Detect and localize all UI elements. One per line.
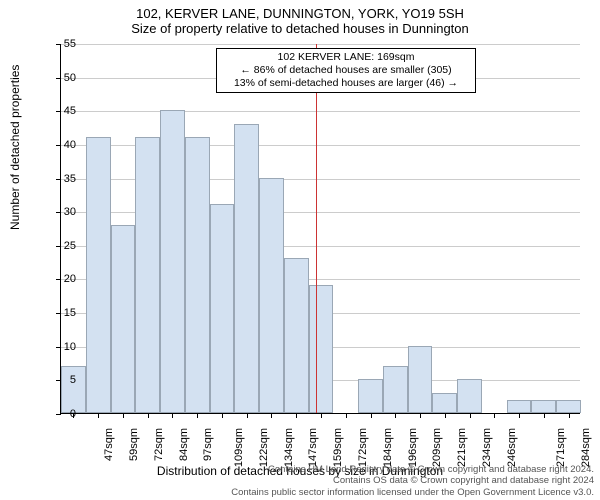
xtick-mark [98,413,99,418]
histogram-bar [61,366,86,413]
ytick-label: 55 [46,38,76,50]
xtick-mark [371,413,372,418]
xtick-mark [123,413,124,418]
histogram-bar [507,400,532,413]
annotation-line-3: 13% of semi-detached houses are larger (… [221,77,471,90]
xtick-mark [544,413,545,418]
histogram-bar [432,393,457,413]
xtick-label: 147sqm [308,428,320,467]
ytick-label: 50 [46,72,76,84]
xtick-label: 172sqm [357,428,369,467]
xtick-label: 97sqm [202,428,214,461]
xtick-mark [296,413,297,418]
histogram-bar [111,225,136,413]
reference-line [316,44,317,413]
xtick-label: 246sqm [506,428,518,467]
xtick-label: 196sqm [407,428,419,467]
xtick-label: 271sqm [555,428,567,467]
ytick-label: 25 [46,240,76,252]
ytick-label: 45 [46,105,76,117]
gridline-h [61,111,580,112]
xtick-label: 134sqm [283,428,295,467]
histogram-bar [531,400,556,413]
xtick-label: 284sqm [580,428,592,467]
xtick-label: 59sqm [128,428,140,461]
ytick-label: 20 [46,273,76,285]
xtick-mark [346,413,347,418]
xtick-mark [395,413,396,418]
histogram-bar [309,285,334,413]
xtick-label: 47sqm [103,428,115,461]
ytick-label: 40 [46,139,76,151]
xtick-label: 221sqm [456,428,468,467]
xtick-mark [445,413,446,418]
ytick-label: 15 [46,307,76,319]
xtick-label: 84sqm [178,428,190,461]
xtick-mark [271,413,272,418]
histogram-bar [457,379,482,413]
xtick-mark [247,413,248,418]
histogram-bar [358,379,383,413]
xtick-mark [197,413,198,418]
histogram-bar [135,137,160,413]
histogram-bar [160,110,185,413]
xtick-label: 234sqm [481,428,493,467]
annotation-line-1: 102 KERVER LANE: 169sqm [221,51,471,64]
histogram-bar [383,366,408,413]
xtick-label: 109sqm [233,428,245,467]
page-title-address: 102, KERVER LANE, DUNNINGTON, YORK, YO19… [0,0,600,21]
xtick-label: 159sqm [332,428,344,467]
ytick-label: 30 [46,206,76,218]
y-axis-label: Number of detached properties [8,65,22,230]
xtick-mark [222,413,223,418]
xtick-mark [420,413,421,418]
histogram-bar [259,178,284,413]
ytick-label: 10 [46,341,76,353]
xtick-label: 122sqm [258,428,270,467]
footer-attribution: Contains HM Land Registry data © Crown c… [231,464,594,498]
xtick-mark [321,413,322,418]
xtick-label: 209sqm [431,428,443,467]
xtick-mark [470,413,471,418]
annotation-line-2: ← 86% of detached houses are smaller (30… [221,64,471,77]
annotation-box: 102 KERVER LANE: 169sqm← 86% of detached… [216,48,476,93]
histogram-bar [210,204,235,413]
histogram-bar [556,400,581,413]
ytick-label: 5 [46,374,76,386]
xtick-mark [569,413,570,418]
xtick-label: 72sqm [153,428,165,461]
xtick-mark [172,413,173,418]
histogram-bar [185,137,210,413]
page-subtitle: Size of property relative to detached ho… [0,21,600,36]
footer-line-3: Contains public sector information licen… [231,487,594,498]
footer-line-2: Contains OS data © Crown copyright and d… [231,475,594,486]
histogram-bar [234,124,259,413]
xtick-mark [519,413,520,418]
xtick-label: 184sqm [382,428,394,467]
ytick-label: 0 [46,408,76,420]
histogram-bar [86,137,111,413]
histogram-bar [284,258,309,413]
gridline-h [61,44,580,45]
histogram-bar [408,346,433,413]
plot-area: 102 KERVER LANE: 169sqm← 86% of detached… [60,44,580,414]
xtick-mark [494,413,495,418]
ytick-label: 35 [46,173,76,185]
xtick-mark [148,413,149,418]
